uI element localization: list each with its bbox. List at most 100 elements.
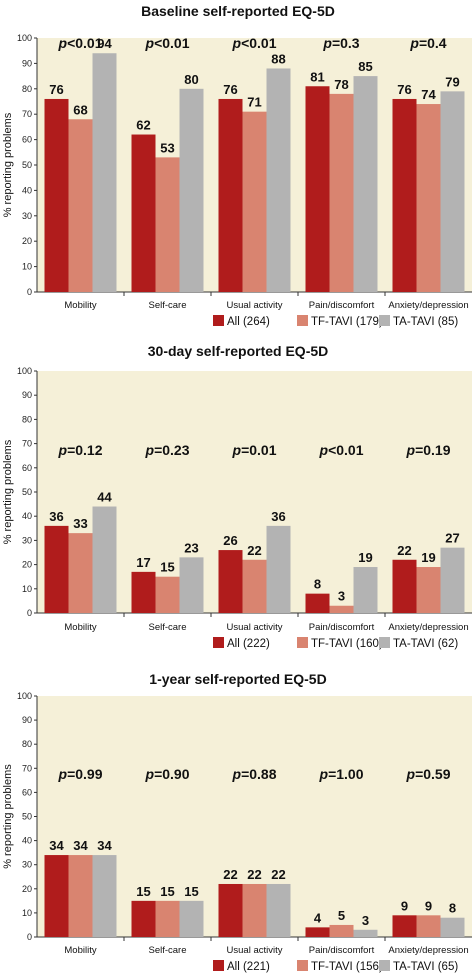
category-label: Self-care bbox=[148, 945, 186, 956]
bar-ta-tavi bbox=[353, 929, 378, 937]
bar-ta-tavi bbox=[266, 883, 291, 937]
category-label: Pain/discomfort bbox=[309, 622, 375, 633]
category-label: Usual activity bbox=[227, 945, 283, 956]
legend-label: TF-TAVI (160) bbox=[311, 638, 383, 650]
y-tick-label: 80 bbox=[22, 414, 32, 424]
data-label: 22 bbox=[223, 867, 237, 882]
bar-all bbox=[44, 98, 69, 293]
data-label: 9 bbox=[425, 898, 432, 913]
data-label: 81 bbox=[310, 69, 324, 84]
bar-all bbox=[392, 559, 417, 613]
bar-tf-tavi bbox=[68, 533, 93, 613]
y-tick-label: 0 bbox=[27, 287, 32, 297]
bar-all bbox=[218, 98, 243, 293]
data-label: 22 bbox=[247, 867, 261, 882]
p-value-label: p=0.99 bbox=[58, 766, 103, 782]
category-label: Mobility bbox=[64, 622, 96, 633]
bar-ta-tavi bbox=[266, 68, 291, 292]
legend-label: TA-TAVI (65) bbox=[393, 961, 458, 973]
category-label: Anxiety/depression bbox=[388, 300, 468, 311]
legend-swatch bbox=[213, 960, 224, 971]
bar-all bbox=[131, 134, 156, 292]
data-label: 19 bbox=[358, 550, 372, 565]
bar-ta-tavi bbox=[92, 855, 117, 937]
bar-tf-tavi bbox=[329, 924, 354, 937]
chart-panel-1: Baseline self-reported EQ-5D 0 10 20 30 40 50 6… bbox=[2, 3, 472, 328]
data-label: 71 bbox=[247, 95, 261, 110]
data-label: 5 bbox=[338, 908, 345, 923]
data-label: 9 bbox=[401, 898, 408, 913]
bar-all bbox=[392, 915, 417, 937]
y-tick-label: 40 bbox=[22, 185, 32, 195]
p-value-label: p=0.01 bbox=[232, 442, 277, 458]
bar-tf-tavi bbox=[155, 157, 180, 292]
data-label: 79 bbox=[445, 74, 459, 89]
bar-all bbox=[392, 98, 417, 293]
y-tick-label: 20 bbox=[22, 560, 32, 570]
y-tick-label: 70 bbox=[22, 109, 32, 119]
y-tick-label: 0 bbox=[27, 932, 32, 942]
bar-ta-tavi bbox=[353, 567, 378, 613]
bar-tf-tavi bbox=[242, 111, 267, 292]
y-tick-label: 40 bbox=[22, 511, 32, 521]
data-label: 74 bbox=[421, 87, 436, 102]
y-tick-label: 100 bbox=[17, 366, 32, 376]
data-label: 19 bbox=[421, 550, 435, 565]
data-label: 76 bbox=[397, 82, 411, 97]
bar-tf-tavi bbox=[416, 915, 441, 937]
y-tick-label: 50 bbox=[22, 487, 32, 497]
data-label: 15 bbox=[184, 884, 198, 899]
bar-tf-tavi bbox=[329, 605, 354, 613]
legend-label: All (221) bbox=[227, 961, 270, 973]
legend-swatch bbox=[379, 960, 390, 971]
y-tick-label: 80 bbox=[22, 84, 32, 94]
bar-tf-tavi bbox=[155, 576, 180, 613]
p-value-label: p<0.01 bbox=[232, 35, 277, 51]
y-tick-label: 70 bbox=[22, 439, 32, 449]
bar-all bbox=[305, 927, 330, 937]
y-tick-label: 100 bbox=[17, 33, 32, 43]
data-label: 94 bbox=[97, 36, 112, 51]
data-label: 34 bbox=[49, 838, 64, 853]
bar-ta-tavi bbox=[92, 53, 117, 292]
data-label: 34 bbox=[73, 838, 88, 853]
legend-label: TA-TAVI (85) bbox=[393, 316, 458, 328]
p-value-label: p<0.01 bbox=[145, 35, 190, 51]
data-label: 26 bbox=[223, 533, 237, 548]
data-label: 80 bbox=[184, 72, 198, 87]
y-axis-label: % reporting problems bbox=[2, 764, 14, 869]
y-tick-label: 80 bbox=[22, 739, 32, 749]
data-label: 76 bbox=[223, 82, 237, 97]
y-tick-label: 30 bbox=[22, 211, 32, 221]
p-value-label: p<0.01 bbox=[319, 442, 364, 458]
chart-title: Baseline self-reported EQ-5D bbox=[141, 3, 335, 19]
data-label: 17 bbox=[136, 555, 150, 570]
y-tick-label: 10 bbox=[22, 262, 32, 272]
y-tick-label: 30 bbox=[22, 860, 32, 870]
y-tick-label: 90 bbox=[22, 390, 32, 400]
chart-title: 1-year self-reported EQ-5D bbox=[149, 671, 326, 687]
category-label: Mobility bbox=[64, 945, 96, 956]
legend-swatch bbox=[297, 315, 308, 326]
y-tick-label: 50 bbox=[22, 812, 32, 822]
y-tick-label: 90 bbox=[22, 58, 32, 68]
data-label: 33 bbox=[73, 516, 87, 531]
legend-swatch bbox=[379, 315, 390, 326]
data-label: 27 bbox=[445, 531, 459, 546]
chart-title: 30-day self-reported EQ-5D bbox=[148, 343, 329, 359]
data-label: 85 bbox=[358, 59, 372, 74]
data-label: 22 bbox=[271, 867, 285, 882]
p-value-label: p=0.90 bbox=[145, 766, 190, 782]
bar-all bbox=[131, 900, 156, 937]
data-label: 53 bbox=[160, 140, 174, 155]
legend-swatch bbox=[297, 960, 308, 971]
data-label: 88 bbox=[271, 51, 285, 66]
p-value-label: p=0.88 bbox=[232, 766, 277, 782]
y-tick-label: 20 bbox=[22, 236, 32, 246]
p-value-label: p=0.4 bbox=[409, 35, 446, 51]
data-label: 62 bbox=[136, 118, 150, 133]
bar-ta-tavi bbox=[440, 91, 465, 292]
data-label: 8 bbox=[449, 901, 456, 916]
data-label: 23 bbox=[184, 540, 198, 555]
